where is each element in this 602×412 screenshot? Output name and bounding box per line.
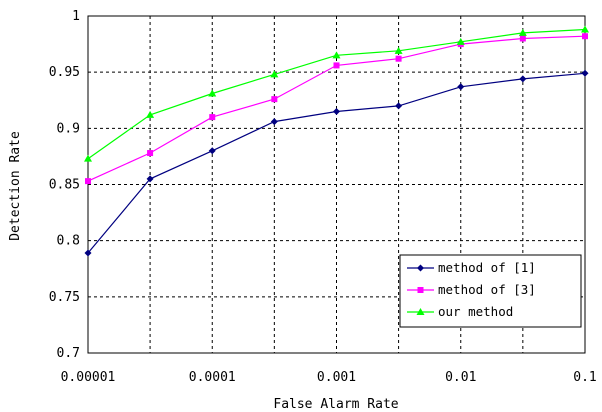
data-point	[581, 25, 589, 33]
x-axis-ticks: 0.00001 0.0001 0.001 0.01 0.1	[61, 370, 597, 385]
series-1	[84, 69, 589, 257]
data-point	[395, 55, 402, 62]
legend-swatch-marker	[416, 308, 425, 315]
data-point	[519, 75, 527, 83]
legend-label: our method	[438, 304, 513, 319]
series-group	[84, 25, 589, 257]
y-tick-label: 0.7	[57, 346, 80, 361]
y-tick-label: 0.75	[49, 290, 80, 305]
data-point	[519, 35, 526, 42]
data-point	[84, 154, 92, 162]
data-point	[84, 249, 92, 257]
y-tick-label: 0.85	[49, 178, 80, 193]
data-point	[209, 114, 216, 121]
data-point	[518, 28, 527, 36]
data-point	[333, 107, 340, 115]
series-3	[84, 25, 589, 162]
legend: method of [1] method of [3] our method	[399, 254, 582, 328]
y-tick-label: 0.8	[57, 234, 80, 249]
x-tick-label: 0.1	[573, 370, 596, 385]
y-tick-label: 0.95	[49, 65, 80, 80]
legend-item: method of [1]	[407, 260, 536, 275]
data-point	[147, 150, 154, 157]
data-point	[581, 69, 589, 77]
plot-frame	[87, 15, 586, 354]
legend-item: our method	[407, 304, 513, 319]
data-point	[208, 147, 216, 155]
y-tick-label: 1	[72, 9, 80, 24]
x-tick-label: 0.00001	[61, 370, 116, 385]
x-tick-label: 0.001	[317, 370, 356, 385]
legend-swatch-marker	[417, 287, 424, 293]
y-axis-title: Detection Rate	[8, 131, 23, 241]
y-axis-ticks: 0.7 0.75 0.8 0.85 0.9 0.95 1	[49, 9, 80, 361]
data-point	[85, 178, 91, 185]
data-point	[457, 83, 465, 91]
x-tick-label: 0.0001	[189, 370, 236, 385]
legend-box	[399, 254, 582, 328]
data-point	[333, 62, 340, 69]
legend-item: method of [3]	[407, 282, 536, 297]
data-point	[146, 110, 155, 118]
data-point	[394, 46, 403, 54]
data-point	[395, 102, 403, 110]
data-point	[270, 118, 278, 126]
x-tick-label: 0.01	[445, 370, 476, 385]
x-axis-title: False Alarm Rate	[273, 397, 398, 412]
data-point	[208, 89, 217, 97]
data-point	[146, 175, 154, 183]
data-point	[271, 96, 278, 103]
data-point	[270, 70, 279, 78]
data-point	[456, 37, 465, 45]
legend-swatch-marker	[417, 264, 424, 272]
legend-label: method of [1]	[438, 260, 536, 275]
data-point	[332, 51, 341, 59]
y-tick-label: 0.9	[57, 121, 80, 136]
legend-label: method of [3]	[438, 282, 536, 297]
data-point	[582, 33, 588, 40]
